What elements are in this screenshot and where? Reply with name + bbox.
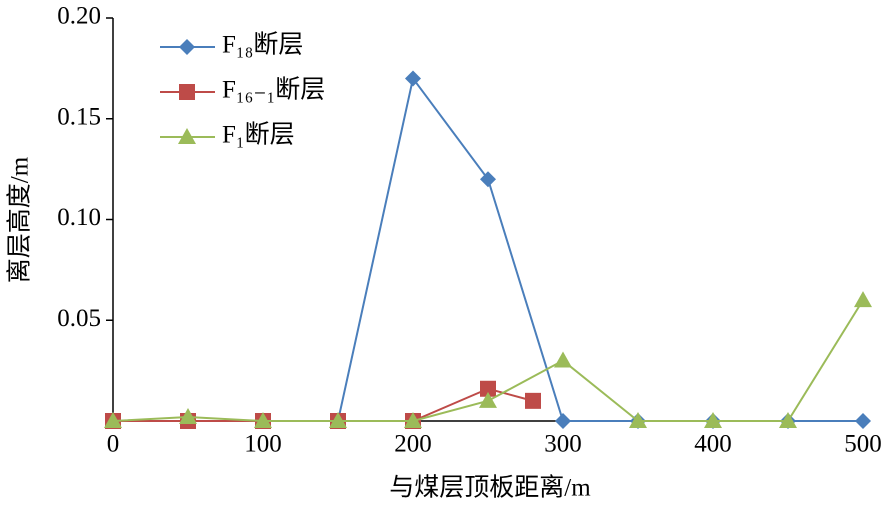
y-axis-title: 离层高度/m [6,156,34,283]
marker [329,412,347,428]
marker [480,171,496,188]
marker [480,380,496,397]
marker [179,84,195,100]
x-axis-title: 与煤层顶板距离/m [389,474,591,502]
marker [779,412,797,428]
y-tick-label: 0.20 [57,3,101,30]
marker [179,407,197,424]
x-tick-label: 400 [694,431,732,458]
legend-label: F₁断层 [222,121,295,149]
x-tick-label: 500 [844,431,882,458]
y-tick-label: 0.05 [57,305,101,332]
marker [629,412,647,428]
marker [855,413,871,429]
marker [704,412,722,428]
marker [555,413,571,429]
marker [854,291,872,308]
marker [479,391,497,408]
marker [179,39,195,55]
x-tick-label: 300 [544,431,582,458]
marker [178,128,196,144]
marker [104,412,122,428]
marker [554,351,572,368]
y-tick-label: 0.15 [57,103,101,130]
legend-label: F₁₈断层 [222,31,303,59]
legend-label: F₁₆₋₁断层 [222,76,325,104]
y-tick-label: 0.10 [57,204,101,231]
marker [404,412,422,428]
x-tick-label: 0 [107,431,120,458]
x-tick-label: 200 [394,431,432,458]
marker [254,412,272,428]
marker [525,392,541,409]
marker [405,70,421,87]
x-tick-label: 100 [244,431,282,458]
